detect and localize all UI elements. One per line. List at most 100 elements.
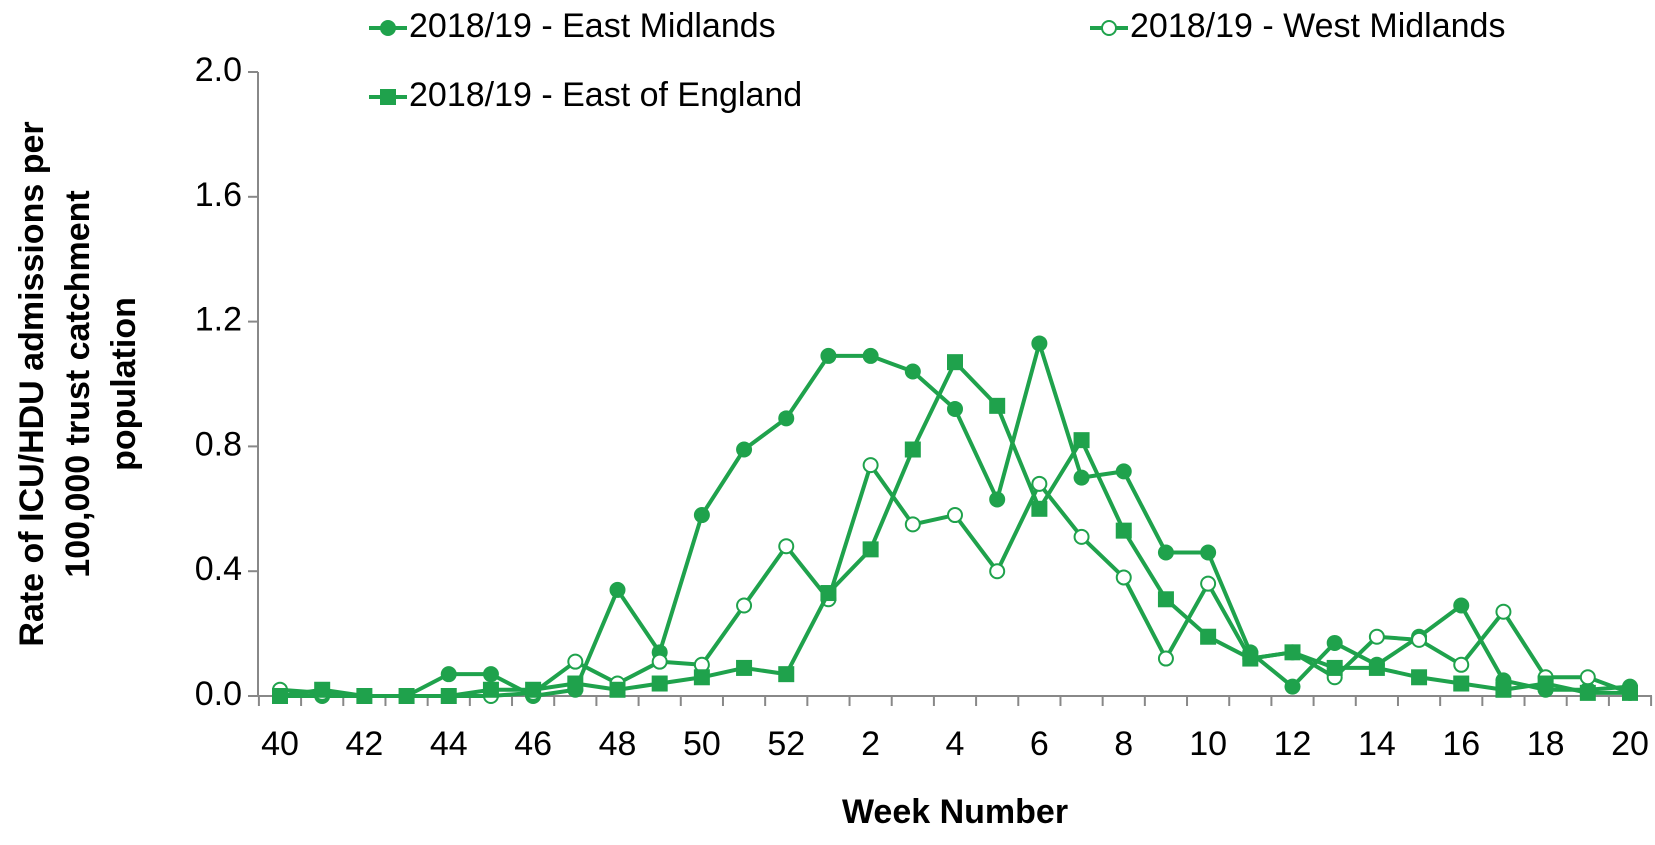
marker xyxy=(1411,669,1428,686)
marker xyxy=(356,688,373,704)
marker xyxy=(440,666,457,683)
legend-label: 2018/19 - West Midlands xyxy=(1130,7,1505,45)
marker xyxy=(1115,522,1132,539)
marker xyxy=(736,597,753,614)
marker xyxy=(862,457,879,474)
marker xyxy=(482,681,499,698)
marker xyxy=(651,675,668,692)
marker xyxy=(1073,469,1090,486)
marker xyxy=(1031,335,1048,352)
marker xyxy=(1495,681,1512,698)
marker xyxy=(1157,544,1174,561)
marker xyxy=(1200,575,1217,592)
y-tick-label: 2.0 xyxy=(195,51,242,89)
y-tick-label: 1.6 xyxy=(195,176,242,214)
marker xyxy=(525,681,542,698)
x-tick-label: 18 xyxy=(1527,725,1565,763)
y-tick-label: 1.2 xyxy=(195,301,242,339)
marker xyxy=(1157,591,1174,608)
marker xyxy=(1073,432,1090,449)
marker xyxy=(609,581,626,598)
marker xyxy=(1622,684,1638,701)
x-tick-label: 20 xyxy=(1611,725,1649,763)
marker xyxy=(1284,678,1301,695)
x-tick-label: 10 xyxy=(1189,725,1227,763)
y-axis-title-line: population xyxy=(105,297,143,471)
marker xyxy=(1101,20,1117,36)
marker xyxy=(778,538,795,555)
y-tick-label: 0.4 xyxy=(195,550,242,588)
marker xyxy=(862,347,879,364)
marker xyxy=(1284,644,1301,661)
marker xyxy=(1200,628,1217,645)
marker xyxy=(651,653,668,670)
marker xyxy=(1411,631,1428,648)
marker xyxy=(1326,659,1343,676)
legend-item: 2018/19 - West Midlands xyxy=(1090,7,1505,45)
marker xyxy=(1073,528,1090,545)
marker xyxy=(272,688,288,704)
marker xyxy=(862,541,879,558)
marker xyxy=(1115,569,1132,586)
marker xyxy=(314,681,331,698)
x-tick-label: 12 xyxy=(1274,725,1312,763)
x-tick-label: 14 xyxy=(1358,725,1396,763)
legend-label: 2018/19 - East of England xyxy=(409,76,802,114)
marker xyxy=(778,410,795,427)
marker xyxy=(567,653,584,670)
x-axis-title: Week Number xyxy=(842,793,1068,831)
marker xyxy=(947,400,963,417)
marker xyxy=(1115,463,1132,480)
marker xyxy=(947,354,963,371)
series-line xyxy=(279,463,1631,698)
marker xyxy=(904,516,921,533)
y-axis-title-line: 100,000 trust catchment xyxy=(59,190,97,577)
x-tick-label: 6 xyxy=(1030,725,1049,763)
x-tick-label: 4 xyxy=(946,725,965,763)
y-tick-label: 0.0 xyxy=(195,675,242,713)
marker xyxy=(1579,669,1596,686)
x-tick-label: 2 xyxy=(861,725,880,763)
marker xyxy=(1579,684,1596,701)
x-tick-label: 48 xyxy=(599,725,637,763)
marker xyxy=(1031,475,1048,492)
marker xyxy=(380,20,396,36)
marker xyxy=(482,666,499,683)
marker xyxy=(820,585,837,602)
marker xyxy=(440,688,457,704)
marker xyxy=(736,659,753,676)
marker xyxy=(380,89,396,105)
x-tick-label: 40 xyxy=(261,725,299,763)
legend-item: 2018/19 - East of England xyxy=(369,76,802,114)
marker xyxy=(904,363,921,380)
marker xyxy=(989,491,1006,508)
marker xyxy=(947,507,963,524)
marker xyxy=(736,441,753,458)
x-tick-label: 8 xyxy=(1114,725,1133,763)
marker xyxy=(693,669,710,686)
legend-item: 2018/19 - East Midlands xyxy=(369,7,776,45)
legend-label: 2018/19 - East Midlands xyxy=(409,7,776,45)
y-axis-title: Rate of ICU/HDU admissions per 100,000 t… xyxy=(13,121,143,646)
marker xyxy=(820,347,837,364)
marker xyxy=(398,688,415,704)
marker xyxy=(1200,544,1217,561)
x-tick-label: 42 xyxy=(345,725,383,763)
marker xyxy=(567,675,584,692)
marker xyxy=(1368,628,1385,645)
marker xyxy=(989,563,1006,580)
marker xyxy=(904,441,921,458)
marker xyxy=(1368,659,1385,676)
marker xyxy=(778,666,795,683)
marker xyxy=(609,681,626,698)
x-tick-label: 50 xyxy=(683,725,721,763)
marker xyxy=(1495,603,1512,620)
marker xyxy=(989,397,1006,414)
y-axis-title-line: Rate of ICU/HDU admissions per xyxy=(13,121,51,646)
marker xyxy=(1453,675,1470,692)
marker xyxy=(1157,650,1174,667)
marker xyxy=(1326,634,1343,651)
x-tick-label: 44 xyxy=(430,725,468,763)
x-tick-label: 52 xyxy=(767,725,805,763)
